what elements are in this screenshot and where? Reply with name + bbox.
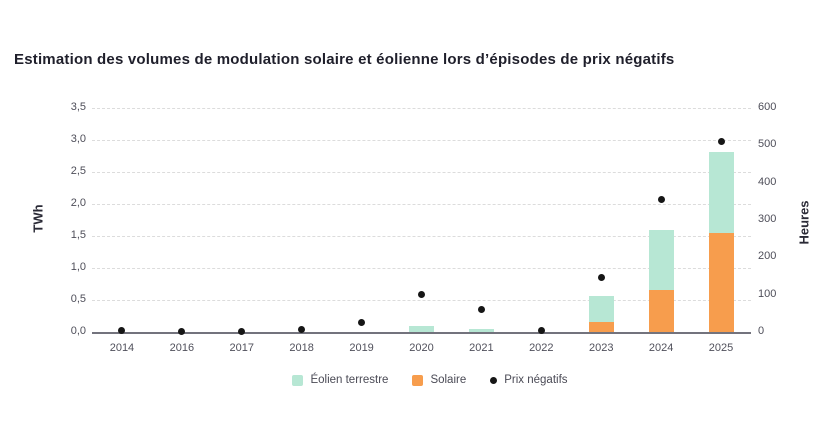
left-axis-tick: 3,0 — [70, 133, 86, 145]
x-axis-tick: 2021 — [469, 342, 494, 354]
x-axis-tick: 2016 — [169, 342, 195, 354]
right-axis-tick: 200 — [758, 250, 777, 263]
legend-item: Éolien terrestre — [292, 374, 388, 386]
left-axis-tick: 0,0 — [70, 325, 86, 337]
x-axis-tick: 2022 — [529, 342, 554, 354]
right-axis-tick: 500 — [758, 138, 777, 151]
dot-prix-negatifs — [238, 327, 246, 335]
right-axis-tick: 100 — [758, 287, 777, 300]
dot-prix-negatifs — [597, 273, 605, 281]
left-axis-tick: 2,0 — [70, 197, 86, 209]
x-axis-tick: 2014 — [109, 342, 135, 354]
gridline — [92, 108, 751, 109]
x-axis-tick: 2017 — [229, 342, 254, 354]
dot-prix-negatifs — [358, 319, 366, 327]
left-axis-tick: 0,5 — [70, 293, 86, 305]
gridline — [92, 204, 751, 205]
x-axis-tick: 2019 — [349, 342, 374, 354]
bar-segment-solaire — [708, 232, 734, 332]
dot-prix-negatifs — [118, 326, 126, 334]
left-axis-tick: 1,5 — [70, 229, 86, 241]
bar-segment-eolien — [708, 151, 734, 233]
left-axis-tick: 3,5 — [70, 101, 86, 113]
bar-segment-eolien — [409, 326, 434, 332]
left-axis-tick: 1,0 — [70, 261, 86, 273]
dot-prix-negatifs — [298, 325, 306, 333]
dot-prix-negatifs — [418, 291, 425, 299]
right-axis-tick: 0 — [758, 325, 765, 337]
dot-prix-negatifs — [178, 328, 186, 336]
dot-prix-negatifs — [657, 195, 665, 203]
legend-label: Solaire — [430, 374, 467, 386]
right-axis-label: Heures — [796, 200, 812, 245]
right-axis-tick: 400 — [758, 175, 777, 188]
plot-area — [92, 108, 751, 336]
gridline — [92, 236, 751, 237]
bar-segment-solaire — [648, 290, 674, 332]
legend-label: Prix négatifs — [504, 374, 568, 386]
bar-segment-eolien — [648, 229, 674, 291]
legend-dot-swatch — [490, 376, 498, 384]
right-axis-tick: 600 — [758, 101, 777, 113]
dot-prix-negatifs — [717, 138, 725, 146]
x-axis-tick: 2024 — [648, 342, 674, 354]
dot-prix-negatifs — [537, 327, 545, 334]
gridline — [92, 172, 751, 173]
gridline — [92, 300, 751, 301]
chart-legend: Éolien terrestre Solaire Prix négatifs — [0, 374, 840, 386]
legend-label: Éolien terrestre — [310, 374, 389, 386]
bar-segment-solaire — [588, 322, 614, 332]
x-axis-tick: 2025 — [708, 342, 734, 354]
bar-segment-eolien — [588, 295, 614, 323]
legend-item: Solaire — [412, 374, 466, 386]
chart-title: Estimation des volumes de modulation sol… — [14, 51, 675, 68]
legend-square-swatch — [292, 374, 304, 386]
legend-square-swatch — [412, 374, 424, 386]
x-axis-tick: 2020 — [409, 342, 434, 354]
left-axis-tick: 2,5 — [70, 165, 86, 177]
gridline — [92, 268, 751, 269]
legend-item: Prix négatifs — [490, 374, 568, 386]
bar-segment-eolien — [468, 328, 494, 332]
right-axis-tick: 300 — [758, 213, 777, 225]
gridline — [92, 140, 751, 141]
x-axis-tick: 2023 — [588, 342, 614, 354]
x-axis-tick: 2018 — [289, 342, 314, 354]
dot-prix-negatifs — [477, 306, 485, 314]
